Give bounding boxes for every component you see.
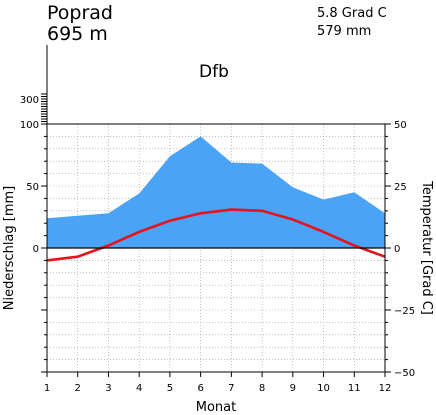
x-tick-label: 6: [197, 383, 203, 394]
left-tick-label: 50: [26, 182, 39, 193]
right-tick-label: −25: [394, 306, 415, 317]
annual-precipitation: 579 mm: [317, 24, 371, 39]
x-tick-label: 2: [75, 383, 81, 394]
x-tick-label: 10: [317, 383, 330, 394]
x-tick-label: 7: [228, 383, 234, 394]
x-axis-label: Monat: [196, 400, 236, 415]
right-tick-label: 50: [394, 120, 407, 131]
x-tick-label: 12: [379, 383, 392, 394]
climate-class: Dfb: [199, 62, 229, 82]
right-axis-label: Temperatur [Grad C]: [419, 180, 434, 315]
x-tick-label: 3: [105, 383, 111, 394]
x-tick-label: 9: [290, 383, 296, 394]
precipitation-area: [47, 136, 385, 248]
left-tick-label: 300: [20, 95, 39, 106]
station-name: Poprad: [47, 2, 113, 24]
precipitation-area-layer: [46, 136, 386, 248]
mean-temperature: 5.8 Grad C: [317, 6, 387, 21]
right-tick-label: 25: [394, 182, 407, 193]
temperature-line-layer: [46, 208, 386, 262]
station-elevation: 695 m: [47, 23, 108, 45]
x-tick-label: 4: [136, 383, 142, 394]
x-tick-label: 11: [348, 383, 361, 394]
x-tick-label: 1: [44, 383, 50, 394]
left-tick-label: 0: [33, 244, 39, 255]
left-axis-label: Niederschlag [mm]: [2, 186, 17, 311]
temperature-line: [46, 208, 386, 262]
right-tick-label: −50: [394, 368, 415, 379]
right-tick-label: 0: [394, 244, 400, 255]
left-tick-label: 100: [20, 120, 39, 131]
x-tick-label: 8: [259, 383, 265, 394]
x-tick-label: 5: [167, 383, 173, 394]
